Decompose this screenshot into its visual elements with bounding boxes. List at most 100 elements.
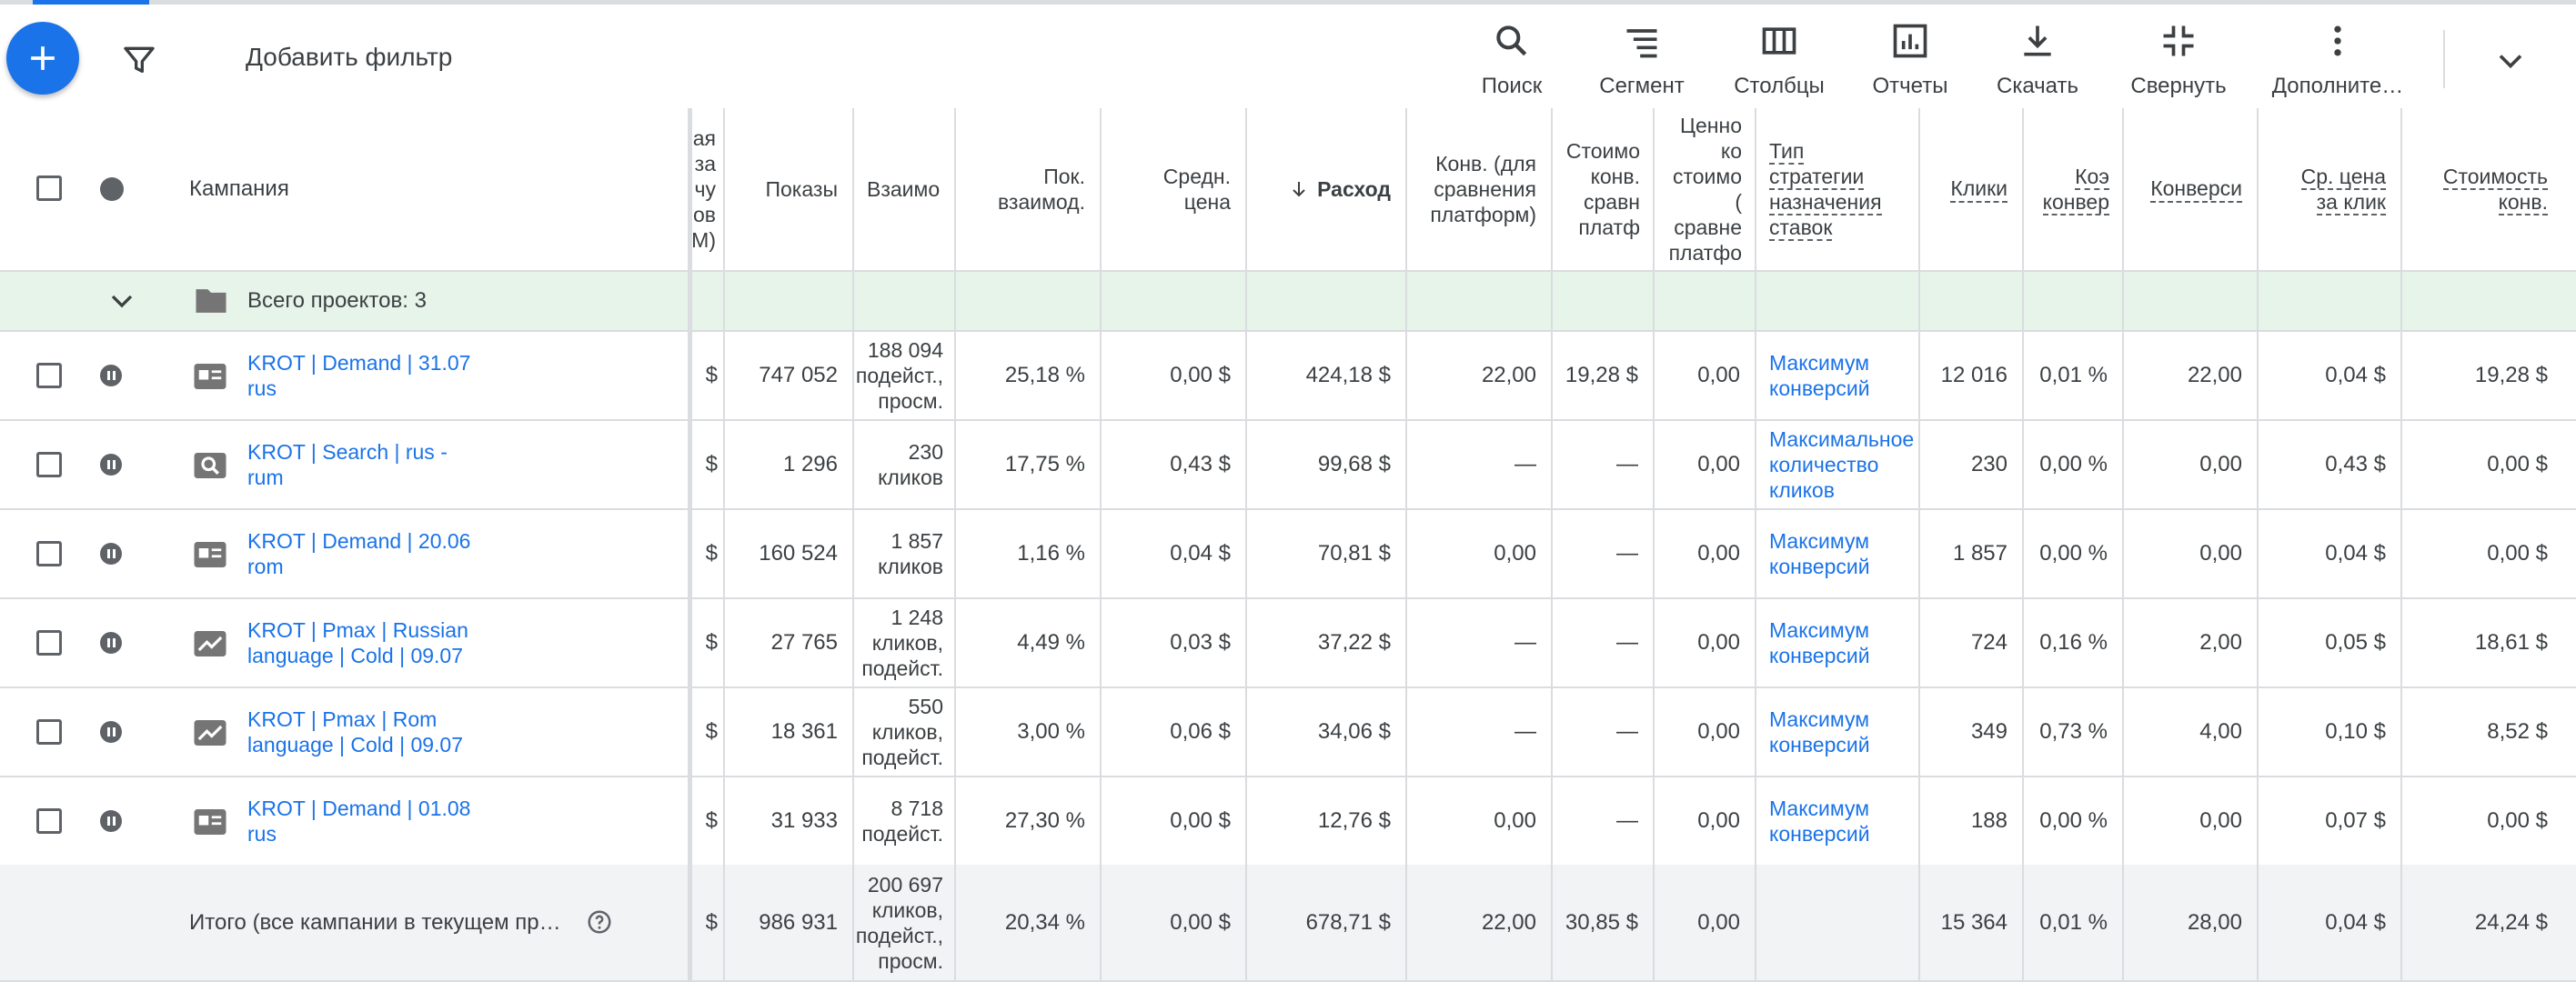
status-header-icon	[100, 177, 124, 201]
total-interactions: 200 697 кликов, подейст., просм.	[855, 872, 943, 973]
reports-button[interactable]: Отчеты	[1868, 17, 1952, 99]
paused-status-icon[interactable]	[100, 721, 122, 743]
campaign-name-link[interactable]: KROT | Demand | 20.06 rom	[247, 529, 471, 578]
active-tab-indicator	[33, 0, 149, 5]
cost-cell: 34,06 $	[1317, 719, 1391, 744]
search-button[interactable]: Поиск	[1466, 17, 1557, 99]
total-cost-per-conv: 24,24 $	[2474, 909, 2548, 935]
row-checkbox[interactable]	[36, 719, 62, 745]
value-cost-platform-header[interactable]: Ценно ко стоимо(сравне платфо	[1668, 114, 1742, 265]
avg-cpc-cell: 0,10 $	[2325, 719, 2386, 744]
campaign-name-link[interactable]: KROT | Demand | 01.08 rus	[247, 797, 471, 846]
total-label: Итого (все кампании в текущем пр…	[189, 909, 561, 935]
filter-icon[interactable]	[118, 41, 160, 77]
avg-cpc-cell: 0,04 $	[2325, 541, 2386, 566]
columns-icon	[1762, 27, 1796, 55]
bid-strategy-cell[interactable]: Максимум конверсий	[1769, 618, 1870, 667]
campaign-header[interactable]: Кампания	[189, 176, 289, 201]
conv-platform-header[interactable]: Конв. (для сравнения платформ)	[1430, 152, 1536, 226]
cut-cell: $	[705, 719, 718, 744]
row-checkbox[interactable]	[36, 541, 62, 566]
bid-strategy-cell[interactable]: Максимальное количество кликов	[1769, 427, 1915, 502]
impressions-header[interactable]: Показы	[765, 177, 838, 201]
clicks-cell: 230	[1970, 452, 2007, 476]
table-row[interactable]: KROT | Demand | 31.07 rus $747 052 188 094 п…	[0, 332, 2576, 421]
create-button[interactable]	[6, 22, 79, 95]
clicks-cell: 724	[1970, 630, 2007, 655]
cost-per-conv-cell: 8,52 $	[2487, 719, 2548, 744]
help-icon[interactable]	[586, 908, 613, 936]
more-button[interactable]: Дополните…	[2269, 17, 2407, 99]
row-checkbox[interactable]	[36, 808, 62, 834]
paused-status-icon[interactable]	[100, 543, 122, 565]
table-row[interactable]: KROT | Pmax | Rom language | Cold | 09.07…	[0, 688, 2576, 777]
value-cost-cell: 0,00	[1697, 630, 1740, 655]
cost-header[interactable]: Расход	[1247, 108, 1405, 270]
total-conversions: 28,00	[2187, 909, 2242, 935]
conversions-cell: 2,00	[2199, 630, 2242, 655]
chevron-down-icon[interactable]	[104, 283, 140, 319]
table-row[interactable]: KROT | Pmax | Russian language | Cold | 0…	[0, 599, 2576, 688]
collapse-button[interactable]: Свернуть	[2119, 17, 2238, 99]
row-checkbox[interactable]	[36, 452, 62, 477]
table-row[interactable]: KROT | Search | rus - rum $1 296 230 кликов 1…	[0, 421, 2576, 510]
value-cost-cell: 0,00	[1697, 452, 1740, 476]
paused-status-icon[interactable]	[100, 632, 122, 654]
impressions-cell: 160 524	[759, 541, 838, 566]
row-checkbox[interactable]	[36, 363, 62, 388]
table-header: Кампания ая за чу ов М) Показы Взаимо Пок. вз…	[0, 108, 2576, 272]
campaign-name-link[interactable]: KROT | Pmax | Russian language | Cold | 0…	[247, 618, 468, 667]
conv-platform-cell: 22,00	[1481, 363, 1536, 387]
download-button[interactable]: Скачать	[1992, 17, 2083, 99]
avg-cpc-cell: 0,07 $	[2325, 808, 2386, 833]
cut-cell: $	[705, 630, 718, 655]
columns-button[interactable]: Столбцы	[1725, 17, 1834, 99]
bid-strategy-header[interactable]: Тип стратегии назначения ставок	[1769, 139, 1882, 241]
total-impressions: 986 931	[759, 909, 838, 935]
conv-platform-cell: 0,00	[1494, 541, 1536, 566]
select-all-checkbox[interactable]	[36, 175, 62, 201]
cost-conv-platform-header[interactable]: Стоимо конв. сравн платф	[1565, 139, 1640, 239]
campaign-name-link[interactable]: KROT | Demand | 31.07 rus	[247, 351, 471, 400]
interaction-rate-header[interactable]: Пок. взаимод.	[997, 165, 1085, 214]
bid-strategy-cell[interactable]: Максимум конверсий	[1769, 351, 1870, 400]
avg-cpc-header[interactable]: Ср. цена за клик	[2300, 165, 2386, 215]
toolbar: Добавить фильтр Поиск Сегмент Столбцы От…	[0, 5, 2576, 110]
avg-cost-cell: 0,06 $	[1170, 719, 1231, 744]
more-label: Дополните…	[2271, 74, 2404, 98]
value-cost-cell: 0,00	[1697, 541, 1740, 566]
total-conv-rate: 0,01 %	[2039, 909, 2108, 935]
value-cost-cell: 0,00	[1697, 719, 1740, 744]
paused-status-icon[interactable]	[100, 365, 122, 386]
bid-strategy-cell[interactable]: Максимум конверсий	[1769, 529, 1870, 578]
conv-platform-cell: —	[1514, 719, 1536, 744]
int-rate-cell: 3,00 %	[1017, 719, 1085, 744]
display-icon	[191, 357, 229, 394]
avg-cost-cell: 0,00 $	[1170, 363, 1231, 387]
campaign-name-link[interactable]: KROT | Pmax | Rom language | Cold | 09.07	[247, 707, 464, 757]
segment-button[interactable]: Сегмент	[1590, 17, 1694, 99]
row-checkbox[interactable]	[36, 630, 62, 656]
avg-cpc-cell: 0,05 $	[2325, 630, 2386, 655]
interactions-cell: 1 857 кликов	[878, 529, 943, 578]
segment-icon	[1626, 29, 1657, 58]
conversions-header[interactable]: Конверси	[2124, 108, 2257, 270]
conv-rate-header[interactable]: Коэ конвер	[2042, 165, 2109, 215]
search-label: Поиск	[1481, 74, 1543, 98]
avg-cost-cell: 0,04 $	[1170, 541, 1231, 566]
clicks-header[interactable]: Клики	[1920, 108, 2022, 270]
collapse-label: Свернуть	[2130, 74, 2227, 98]
table-row[interactable]: KROT | Demand | 20.06 rom $160 524 1 857 кли…	[0, 510, 2576, 599]
cost-per-conv-header[interactable]: Стоимость конв.	[2442, 165, 2548, 215]
bid-strategy-cell[interactable]: Максимум конверсий	[1769, 707, 1870, 757]
avg-cost-header[interactable]: Средн. цена	[1162, 165, 1231, 214]
add-filter-button[interactable]: Добавить фильтр	[246, 43, 453, 71]
interactions-header[interactable]: Взаимо	[867, 177, 941, 201]
table-row[interactable]: KROT | Demand | 01.08 rus $31 933 8 718 поде…	[0, 777, 2576, 867]
chevron-down-icon[interactable]	[2490, 41, 2531, 81]
paused-status-icon[interactable]	[100, 454, 122, 476]
total-value-cost: 0,00	[1697, 909, 1740, 935]
campaign-name-link[interactable]: KROT | Search | rus - rum	[247, 440, 448, 489]
bid-strategy-cell[interactable]: Максимум конверсий	[1769, 797, 1870, 846]
paused-status-icon[interactable]	[100, 810, 122, 832]
